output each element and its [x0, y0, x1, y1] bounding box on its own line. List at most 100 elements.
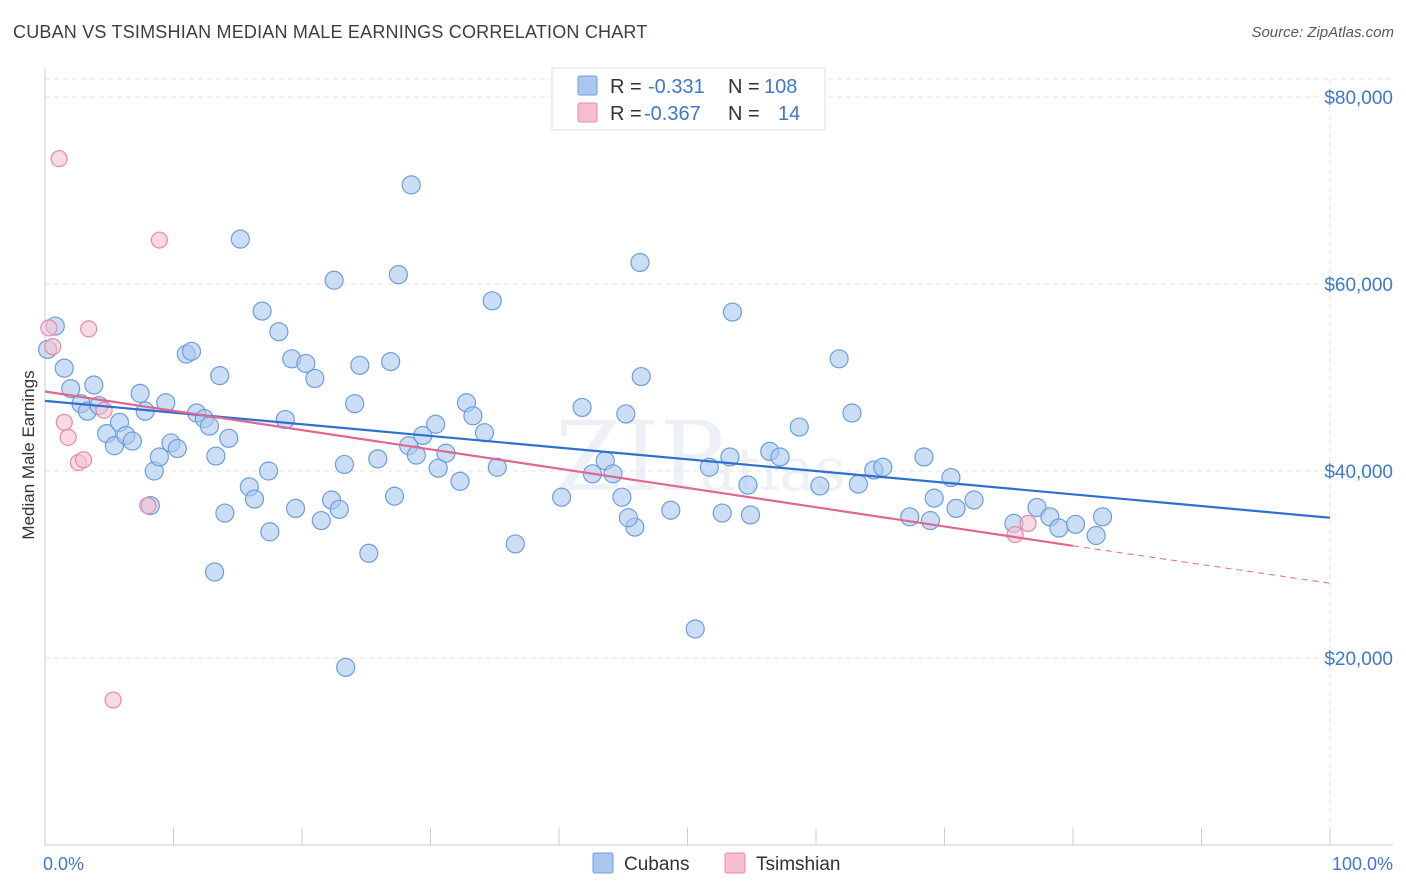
legend-r-value-2: -0.367 — [644, 103, 701, 125]
cubans-point — [720, 447, 740, 467]
data-points — [37, 150, 1113, 709]
cubans-point — [426, 414, 446, 434]
watermark-zip: ZIP — [555, 401, 724, 513]
cubans-point — [199, 416, 220, 436]
cubans-swatch — [577, 75, 598, 96]
cubans-point — [712, 503, 732, 523]
cubans-point — [842, 403, 862, 423]
cubans-point — [336, 657, 356, 677]
tsimshian-trend-line — [44, 390, 1074, 547]
x-tick-label-min: 0.0% — [43, 854, 84, 874]
tsimshian-point — [95, 401, 113, 419]
cubans-point — [1027, 497, 1047, 518]
legend-n-value-2: 14 — [778, 103, 800, 125]
y-tick-label: $60,000 — [1324, 275, 1393, 296]
cubans-point — [311, 510, 331, 531]
cubans-point — [616, 404, 636, 424]
cubans-point — [401, 175, 421, 195]
tsimshian-point — [80, 320, 98, 338]
cubans-point — [406, 445, 426, 465]
cubans-point — [450, 471, 470, 491]
cubans-point — [630, 252, 650, 273]
cubans-point — [329, 499, 349, 519]
cubans-point — [920, 510, 940, 531]
cubans-point — [206, 446, 226, 466]
cubans-trend-line — [44, 399, 1331, 519]
axes — [44, 68, 1393, 846]
cubans-point — [84, 375, 104, 395]
cubans-point — [215, 503, 235, 523]
legend-n-value-1: 108 — [764, 76, 797, 98]
x-tick-label-max: 100.0% — [1332, 854, 1393, 874]
y-tick-label: $40,000 — [1324, 462, 1393, 483]
cubans-point — [296, 353, 316, 374]
tsimshian-point — [40, 319, 58, 337]
cubans-point — [384, 486, 405, 506]
tsimshian-point — [139, 496, 157, 515]
legend-n-label-1: N = — [728, 76, 760, 98]
tsimshian-point — [1019, 514, 1037, 532]
cubans-point — [334, 454, 355, 475]
y-axis-title: Median Male Earnings — [19, 370, 38, 539]
series-legend: Cubans Tsimshian — [592, 852, 840, 875]
tsimshian-point — [104, 691, 122, 709]
cubans-point — [474, 423, 495, 443]
cubans-point — [505, 534, 525, 554]
tsimshian-point — [50, 150, 68, 168]
cubans-point — [219, 428, 239, 448]
cubans-point — [260, 522, 280, 542]
cubans-point — [738, 475, 758, 495]
legend-r-label-1: R = — [610, 76, 642, 98]
legend-r-value-1: -0.331 — [648, 76, 705, 98]
cubans-point — [345, 394, 365, 414]
tsimshian-point — [74, 451, 93, 469]
cubans-point — [1065, 514, 1086, 534]
y-tick-label: $80,000 — [1324, 88, 1393, 109]
tsimshian-point — [59, 428, 77, 446]
trend-lines — [44, 390, 1331, 584]
cubans-point — [829, 349, 849, 369]
cubans-point — [770, 447, 790, 467]
cubans-point — [305, 368, 325, 389]
cubans-point — [946, 498, 966, 518]
cubans-point — [252, 301, 272, 321]
cubans-point — [130, 383, 150, 403]
cubans-point — [1049, 518, 1069, 538]
cubans-point — [618, 508, 638, 528]
cubans-point — [428, 458, 448, 478]
cubans-point — [381, 352, 401, 372]
cubans-point — [1092, 507, 1113, 527]
cubans-point — [205, 562, 225, 582]
cubans-point — [603, 464, 623, 484]
cubans-point — [551, 487, 572, 507]
cubans-point — [350, 355, 370, 375]
cubans-point — [1086, 525, 1106, 546]
grid-lines — [45, 78, 1393, 845]
legend-r-label-2: R = — [610, 103, 642, 125]
cubans-point — [388, 265, 408, 285]
tsimshian-point — [55, 413, 73, 431]
cubans-point — [914, 447, 934, 467]
cubans-point — [285, 498, 306, 518]
cubans-point — [810, 476, 830, 496]
y-tick-label: $20,000 — [1324, 649, 1393, 670]
tsimshian-point — [150, 231, 168, 249]
chart-title: CUBAN VS TSIMSHIAN MEDIAN MALE EARNINGS … — [13, 22, 648, 42]
cubans-point — [873, 457, 893, 477]
cubans-point — [924, 488, 944, 508]
legend-tsimshian-label: Tsimshian — [756, 854, 840, 875]
cubans-point — [122, 431, 142, 451]
cubans-point — [359, 543, 379, 563]
cubans-point — [482, 291, 502, 311]
cubans-point — [964, 490, 984, 510]
cubans-point — [848, 474, 869, 494]
cubans-point — [368, 449, 388, 469]
stats-legend: R = -0.331 N = 108 R = -0.367 N = 14 — [551, 67, 826, 131]
cubans-point — [612, 487, 632, 507]
legend-cubans-swatch — [592, 852, 614, 874]
cubans-point — [324, 270, 344, 290]
cubans-point — [54, 358, 74, 378]
tsimshian-point — [44, 338, 62, 356]
